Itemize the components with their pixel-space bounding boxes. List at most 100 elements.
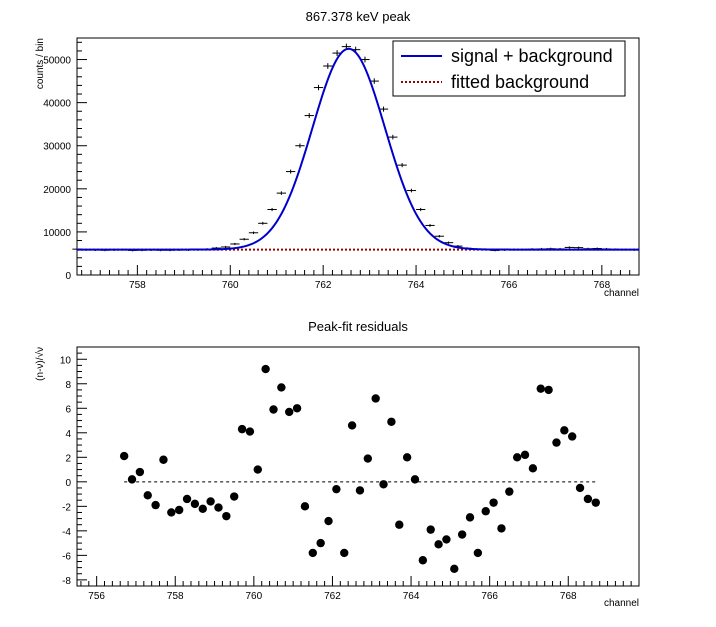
residual-point — [285, 407, 294, 417]
residual-point — [292, 404, 302, 413]
residuals-x-tick-label: 768 — [560, 591, 577, 602]
residual-point — [355, 486, 365, 495]
residual-point — [135, 467, 145, 477]
peak-y-tick-label: 10000 — [43, 228, 71, 239]
residual-point — [505, 487, 514, 496]
residual-point — [457, 530, 467, 539]
peak-x-tick-label: 760 — [222, 280, 239, 291]
residual-point — [190, 499, 200, 509]
residual-point — [418, 556, 428, 565]
residual-point — [159, 455, 168, 464]
residual-point — [560, 426, 569, 435]
residuals-title: Peak-fit residuals — [308, 319, 408, 334]
residual-point — [182, 494, 192, 504]
residual-point — [119, 451, 129, 461]
peak-x-axis: 758 760 762 764 766 768 — [81, 265, 631, 291]
residuals-x-tick-label: 766 — [481, 591, 498, 602]
residual-point — [434, 540, 443, 549]
peak-title: 867.378 keV peak — [306, 9, 411, 24]
residual-point — [277, 383, 286, 392]
residuals-xlabel: channel — [604, 598, 639, 609]
residual-point — [387, 417, 396, 426]
residual-point — [379, 480, 388, 489]
legend-signal-label: signal + background — [451, 46, 613, 66]
residual-point — [497, 524, 506, 533]
peak-y-tick-label: 30000 — [43, 142, 71, 153]
peak-x-tick-label: 758 — [129, 280, 146, 291]
residual-point — [552, 438, 561, 447]
residual-point — [512, 453, 522, 462]
residual-point — [481, 507, 490, 516]
peak-panel: 867.378 keV peak 0 10000 20000 30000 40000 50… — [35, 9, 640, 299]
residual-point — [253, 465, 262, 474]
residual-point — [402, 453, 412, 462]
residuals-y-tick-label: -4 — [62, 527, 71, 538]
residual-point — [151, 500, 160, 510]
residuals-y-tick-label: 8 — [65, 380, 71, 391]
residuals-x-tick-label: 756 — [88, 591, 105, 602]
residual-point — [450, 564, 459, 574]
residual-point — [324, 516, 333, 526]
residual-point — [245, 427, 255, 436]
peak-y-tick-label: 20000 — [43, 185, 71, 196]
residuals-x-axis: 756 758 760 762 764 766 768 — [80, 576, 632, 602]
residual-point — [300, 502, 310, 511]
residuals-x-tick-label: 760 — [246, 591, 263, 602]
residual-point — [410, 475, 420, 484]
peak-x-tick-label: 768 — [593, 280, 610, 291]
peak-xlabel: channel — [604, 288, 639, 299]
residual-point — [198, 504, 207, 513]
peak-x-tick-label: 764 — [408, 280, 425, 291]
residual-point — [206, 497, 215, 506]
residuals-y-tick-label: 0 — [65, 478, 71, 489]
residual-point — [583, 494, 593, 504]
residual-point — [308, 548, 318, 558]
peak-y-axis: 0 10000 20000 30000 40000 50000 — [43, 41, 87, 282]
residual-point — [442, 535, 451, 544]
residual-point — [174, 505, 184, 515]
residual-point — [567, 432, 577, 441]
residual-point — [371, 394, 380, 403]
residual-point — [340, 548, 349, 558]
residual-point — [261, 364, 270, 374]
residuals-y-tick-label: -8 — [62, 576, 71, 587]
signal-background-curve — [77, 47, 639, 251]
residual-point — [230, 492, 239, 501]
residuals-ylabel: (n-ν)/√ν — [34, 347, 46, 381]
residual-point — [395, 520, 404, 529]
peak-y-tick-label: 40000 — [43, 99, 71, 110]
residual-point — [363, 454, 373, 463]
residual-point — [528, 464, 538, 473]
residual-point — [222, 511, 231, 521]
residual-point — [269, 405, 278, 414]
residual-point — [237, 424, 247, 434]
residual-point — [544, 385, 553, 395]
peak-y-tick-label: 0 — [65, 271, 71, 282]
residual-point — [536, 384, 545, 393]
residual-point — [143, 491, 152, 500]
residuals-y-tick-label: -2 — [62, 502, 71, 513]
residual-point — [489, 498, 498, 507]
residuals-x-tick-label: 758 — [167, 591, 184, 602]
residuals-frame — [76, 346, 640, 587]
residuals-x-tick-label: 762 — [324, 591, 341, 602]
residual-point — [426, 525, 435, 534]
peak-y-tick-label: 50000 — [43, 56, 71, 67]
residuals-y-tick-label: 4 — [65, 429, 71, 440]
residuals-y-tick-label: 2 — [65, 453, 71, 464]
residual-point — [575, 483, 585, 493]
residual-points — [119, 364, 600, 574]
residual-point — [591, 498, 600, 507]
residual-point — [332, 484, 341, 494]
residuals-y-tick-label: -6 — [62, 551, 71, 562]
legend: signal + background fitted background — [392, 40, 626, 97]
residuals-y-tick-label: 10 — [60, 355, 72, 366]
residual-point — [127, 475, 137, 484]
residual-point — [473, 548, 483, 558]
residuals-y-axis: -8 -6 -4 -2 0 2 4 6 8 10 — [60, 346, 87, 587]
residual-point — [214, 503, 223, 512]
residuals-x-tick-label: 764 — [403, 591, 420, 602]
